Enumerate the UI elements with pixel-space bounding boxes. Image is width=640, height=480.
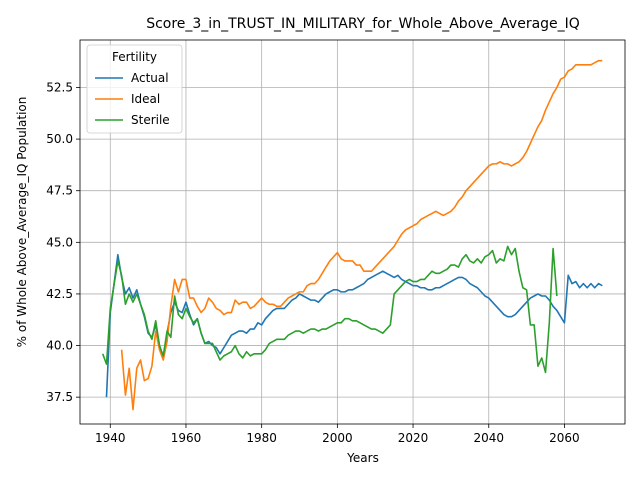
x-axis: 1940 1960 1980 2000 2020 2040 2060	[95, 424, 580, 445]
y-tick-label: 50.0	[46, 132, 73, 146]
x-tick-label: 2060	[549, 431, 580, 445]
legend-title: Fertility	[112, 50, 157, 64]
x-tick-label: 1980	[246, 431, 277, 445]
grid	[80, 40, 625, 424]
plot-frame	[79, 39, 626, 425]
y-tick-label: 42.5	[46, 287, 73, 301]
x-tick-label: 2000	[322, 431, 353, 445]
legend: Fertility Actual Ideal Sterile	[86, 44, 183, 134]
series-line-actual	[105, 253, 603, 398]
chart-title: Score_3_in_TRUST_IN_MILITARY_for_Whole_A…	[146, 16, 580, 32]
y-tick-label: 47.5	[46, 184, 73, 198]
legend-label-ideal: Ideal	[131, 92, 160, 106]
x-tick-label: 2020	[398, 431, 429, 445]
series-line-ideal	[120, 59, 603, 411]
y-tick-label: 37.5	[46, 390, 73, 404]
x-axis-label: Years	[346, 451, 379, 465]
y-axis: 37.5 40.0 42.5 45.0 47.5 50.0 52.5	[46, 80, 80, 404]
y-axis-label: % of Whole Above_Average_IQ Population	[15, 97, 29, 348]
x-tick-label: 1940	[95, 431, 126, 445]
legend-label-sterile: Sterile	[131, 113, 170, 127]
y-tick-label: 40.0	[46, 339, 73, 353]
series-line-sterile	[101, 245, 558, 374]
legend-box	[86, 44, 183, 134]
legend-label-actual: Actual	[131, 71, 169, 85]
x-tick-label: 2040	[473, 431, 504, 445]
y-tick-label: 52.5	[46, 80, 73, 94]
y-tick-label: 45.0	[46, 235, 73, 249]
x-tick-label: 1960	[171, 431, 202, 445]
plot-lines	[101, 59, 603, 411]
